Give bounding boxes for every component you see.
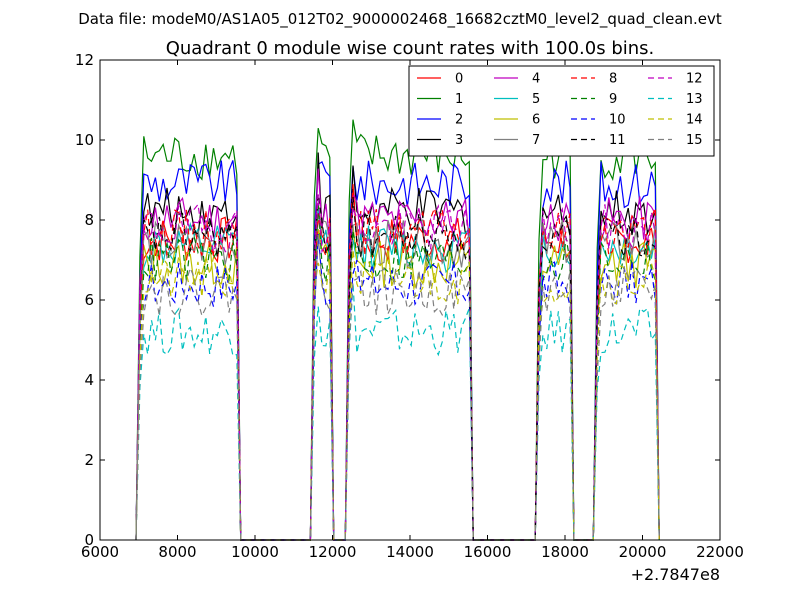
- legend-label-9: 9: [609, 92, 617, 107]
- legend-box: [408, 65, 715, 157]
- legend-label-2: 2: [455, 113, 463, 128]
- series-line-10: [135, 233, 660, 541]
- x-tick-label: 14000: [386, 543, 434, 561]
- legend-label-12: 12: [686, 72, 703, 87]
- x-tick-label: 16000: [464, 543, 512, 561]
- legend-label-5: 5: [532, 92, 540, 107]
- series-line-8: [135, 184, 660, 541]
- legend-label-1: 1: [455, 92, 463, 107]
- series-layer: [135, 119, 660, 541]
- y-tick-label: 8: [84, 211, 94, 229]
- legend-label-7: 7: [532, 133, 540, 148]
- legend-label-10: 10: [609, 113, 626, 128]
- x-tick-label: 22000: [696, 543, 744, 561]
- x-tick-label: 6000: [81, 543, 119, 561]
- chart-title: Quadrant 0 module wise count rates with …: [166, 38, 655, 59]
- x-tick-label: 12000: [309, 543, 357, 561]
- legend-label-0: 0: [455, 72, 463, 87]
- legend-label-11: 11: [609, 133, 626, 148]
- legend-label-4: 4: [532, 72, 540, 87]
- x-tick-label: 20000: [619, 543, 667, 561]
- y-tick-label: 6: [84, 291, 94, 309]
- legend-label-3: 3: [455, 133, 463, 148]
- legend-label-14: 14: [686, 113, 703, 128]
- y-tick-label: 10: [75, 131, 94, 149]
- x-tick-label: 8000: [158, 543, 196, 561]
- x-tick-label: 10000: [231, 543, 279, 561]
- legend-label-6: 6: [532, 113, 540, 128]
- x-offset-label: +2.7847e8: [631, 565, 720, 584]
- y-tick-label: 12: [75, 51, 94, 69]
- y-tick-label: 4: [84, 371, 94, 389]
- y-tick-label: 2: [84, 451, 94, 469]
- legend-label-8: 8: [609, 72, 617, 87]
- series-line-14: [135, 249, 660, 541]
- legend-label-15: 15: [686, 133, 703, 148]
- series-line-12: [135, 194, 660, 541]
- x-tick-label: 18000: [541, 543, 589, 561]
- suptitle: Data file: modeM0/AS1A05_012T02_90000024…: [78, 10, 722, 29]
- x-axis: 6000 8000 10000 12000 14000 16000 18000 20000 22…: [81, 60, 744, 561]
- series-line-15: [135, 234, 660, 541]
- legend-label-13: 13: [686, 92, 703, 107]
- y-tick-label: 0: [84, 531, 94, 549]
